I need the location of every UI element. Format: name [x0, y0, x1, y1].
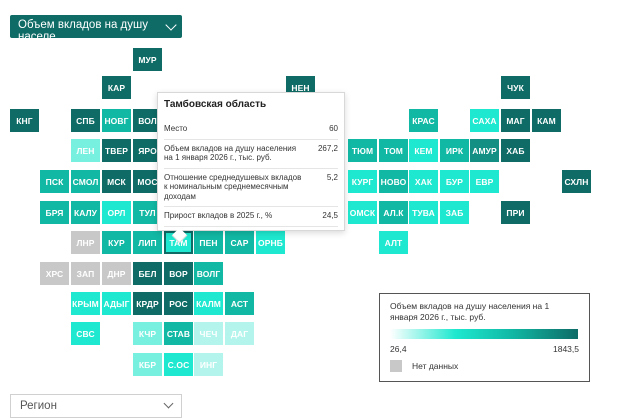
tooltip-row-value: 267,2: [317, 143, 338, 153]
region-tile-рос[interactable]: РОС: [164, 292, 193, 315]
tooltip-row-value: 60: [329, 124, 338, 133]
tooltip-row-label: Прирост вкладов в 2025 г., %: [164, 211, 273, 220]
region-tile-крдр[interactable]: КРДР: [133, 292, 162, 315]
region-tile-кам[interactable]: КАМ: [532, 109, 561, 132]
region-tile-амур[interactable]: АМУР: [470, 139, 499, 162]
region-dropdown-placeholder: Регион: [20, 400, 57, 412]
region-tile-алт[interactable]: АЛТ: [379, 231, 408, 254]
region-tile-чук[interactable]: ЧУК: [501, 76, 530, 99]
region-tile-алк[interactable]: АЛ.К: [379, 201, 408, 224]
region-tile-саха[interactable]: САХА: [470, 109, 499, 132]
region-tile-кнг[interactable]: КНГ: [10, 109, 39, 132]
region-tile-инг[interactable]: ИНГ: [194, 353, 223, 376]
region-tile-чеч[interactable]: ЧЕЧ: [194, 322, 223, 345]
region-tile-орнб[interactable]: ОРНБ: [256, 231, 285, 254]
tooltip-row: Прирост вкладов в 2025 г., % 24,5: [164, 207, 338, 227]
tooltip-row-label: Место: [164, 124, 188, 133]
region-tile-сар[interactable]: САР: [225, 231, 254, 254]
region-tile-кург[interactable]: КУРГ: [348, 170, 377, 193]
region-tile-сос[interactable]: С.ОС: [164, 353, 193, 376]
region-tile-новг[interactable]: НОВГ: [102, 109, 131, 132]
region-tile-тул[interactable]: ТУЛ: [133, 201, 162, 224]
region-tile-заб[interactable]: ЗАБ: [440, 201, 469, 224]
indicator-dropdown[interactable]: Объем вкладов на душу населе...: [10, 15, 182, 43]
region-tile-крым[interactable]: КРЫМ: [71, 292, 100, 315]
region-tile-зап[interactable]: ЗАП: [71, 262, 100, 285]
region-tile-бря[interactable]: БРЯ: [40, 201, 69, 224]
region-tile-том[interactable]: ТОМ: [379, 139, 408, 162]
region-tile-омск[interactable]: ОМСК: [348, 201, 377, 224]
region-tile-кур[interactable]: КУР: [102, 231, 131, 254]
region-tile-кбр[interactable]: КБР: [133, 353, 162, 376]
region-tile-лип[interactable]: ЛИП: [133, 231, 162, 254]
region-dropdown[interactable]: Регион: [10, 394, 182, 418]
region-tile-мос[interactable]: МОС: [133, 170, 162, 193]
tooltip-row: Отношение среднедушевых вкладов к номина…: [164, 169, 338, 207]
region-tile-при[interactable]: ПРИ: [501, 201, 530, 224]
region-tile-став[interactable]: СТАВ: [164, 322, 193, 345]
region-tile-орл[interactable]: ОРЛ: [102, 201, 131, 224]
region-tile-хрс[interactable]: ХРС: [40, 262, 69, 285]
region-tile-даг[interactable]: ДАГ: [225, 322, 254, 345]
tooltip-row-label: Объем вкладов на душу населения на 1 янв…: [164, 143, 297, 163]
region-tile-вол[interactable]: ВОЛ: [133, 109, 162, 132]
region-tile-бур[interactable]: БУР: [440, 170, 469, 193]
region-tile-лнр[interactable]: ЛНР: [71, 231, 100, 254]
color-legend: Объем вкладов на душу населения на 1 янв…: [379, 293, 590, 382]
region-tile-евр[interactable]: ЕВР: [470, 170, 499, 193]
region-tile-ново[interactable]: НОВО: [379, 170, 408, 193]
region-tooltip: Тамбовская область Место 60 Объем вкладо…: [157, 92, 345, 231]
region-tile-калу[interactable]: КАЛУ: [71, 201, 100, 224]
tooltip-row-value: 24,5: [322, 211, 338, 220]
region-tile-схлн[interactable]: СХЛН: [562, 170, 591, 193]
region-tile-вор[interactable]: ВОР: [164, 262, 193, 285]
region-tile-кем[interactable]: КЕМ: [409, 139, 438, 162]
no-data-swatch: [390, 360, 402, 372]
region-tile-днр[interactable]: ДНР: [102, 262, 131, 285]
tooltip-row-label: Отношение среднедушевых вкладов к номина…: [164, 172, 302, 201]
region-tile-маг[interactable]: МАГ: [501, 109, 530, 132]
region-tile-тува[interactable]: ТУВА: [409, 201, 438, 224]
region-tile-волг[interactable]: ВОЛГ: [194, 262, 223, 285]
region-tile-спб[interactable]: СПБ: [71, 109, 100, 132]
legend-title: Объем вкладов на душу населения на 1 янв…: [390, 301, 550, 322]
region-tile-яро[interactable]: ЯРО: [133, 139, 162, 162]
legend-min: 26,4: [390, 344, 407, 354]
region-tile-мск[interactable]: МСК: [102, 170, 131, 193]
region-tile-тюм[interactable]: ТЮМ: [348, 139, 377, 162]
region-tile-пск[interactable]: ПСК: [40, 170, 69, 193]
legend-gradient-bar: [390, 329, 578, 339]
legend-max: 1843,5: [553, 344, 579, 354]
region-tile-свс[interactable]: СВС: [71, 322, 100, 345]
region-tile-бел[interactable]: БЕЛ: [133, 262, 162, 285]
chevron-down-icon: [165, 19, 177, 31]
region-tile-смол[interactable]: СМОЛ: [71, 170, 100, 193]
region-tile-калм[interactable]: КАЛМ: [194, 292, 223, 315]
indicator-dropdown-label: Объем вкладов на душу населе...: [18, 19, 148, 43]
region-tile-мур[interactable]: МУР: [133, 48, 162, 71]
tooltip-row: Место 60: [164, 120, 338, 140]
region-tile-пен[interactable]: ПЕН: [194, 231, 223, 254]
region-tile-адыг[interactable]: АДЫГ: [102, 292, 131, 315]
tooltip-title: Тамбовская область: [164, 99, 267, 110]
region-tile-аст[interactable]: АСТ: [225, 292, 254, 315]
region-tile-лен[interactable]: ЛЕН: [71, 139, 100, 162]
region-tile-хаб[interactable]: ХАБ: [501, 139, 530, 162]
region-tile-твер[interactable]: ТВЕР: [102, 139, 131, 162]
region-tile-ирк[interactable]: ИРК: [440, 139, 469, 162]
region-tile-хак[interactable]: ХАК: [409, 170, 438, 193]
region-tile-крас[interactable]: КРАС: [409, 109, 438, 132]
no-data-label: Нет данных: [412, 361, 459, 371]
chevron-down-icon: [163, 398, 174, 409]
region-tile-кар[interactable]: КАР: [102, 76, 131, 99]
tooltip-row: Объем вкладов на душу населения на 1 янв…: [164, 140, 338, 169]
region-tile-кчр[interactable]: КЧР: [133, 322, 162, 345]
tooltip-row-value: 5,2: [326, 172, 338, 182]
